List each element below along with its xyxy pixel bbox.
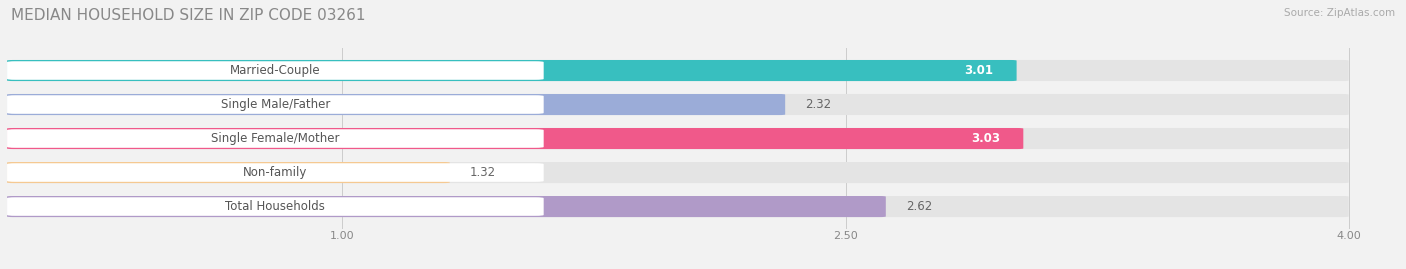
Text: 3.03: 3.03 xyxy=(970,132,1000,145)
Text: Married-Couple: Married-Couple xyxy=(231,64,321,77)
FancyBboxPatch shape xyxy=(7,162,1348,183)
Text: Source: ZipAtlas.com: Source: ZipAtlas.com xyxy=(1284,8,1395,18)
FancyBboxPatch shape xyxy=(7,61,544,80)
Text: 1.32: 1.32 xyxy=(470,166,496,179)
FancyBboxPatch shape xyxy=(7,196,1348,217)
FancyBboxPatch shape xyxy=(7,197,544,216)
Text: 3.01: 3.01 xyxy=(965,64,993,77)
FancyBboxPatch shape xyxy=(7,129,544,148)
Text: Single Male/Father: Single Male/Father xyxy=(221,98,330,111)
FancyBboxPatch shape xyxy=(7,94,1348,115)
FancyBboxPatch shape xyxy=(7,94,785,115)
FancyBboxPatch shape xyxy=(7,162,450,183)
Text: MEDIAN HOUSEHOLD SIZE IN ZIP CODE 03261: MEDIAN HOUSEHOLD SIZE IN ZIP CODE 03261 xyxy=(11,8,366,23)
Text: Single Female/Mother: Single Female/Mother xyxy=(211,132,340,145)
FancyBboxPatch shape xyxy=(7,60,1017,81)
FancyBboxPatch shape xyxy=(7,95,544,114)
FancyBboxPatch shape xyxy=(7,128,1348,149)
FancyBboxPatch shape xyxy=(7,163,544,182)
Text: Total Households: Total Households xyxy=(225,200,325,213)
Text: 2.32: 2.32 xyxy=(806,98,831,111)
Text: 2.62: 2.62 xyxy=(905,200,932,213)
FancyBboxPatch shape xyxy=(7,128,1024,149)
FancyBboxPatch shape xyxy=(7,196,886,217)
Text: Non-family: Non-family xyxy=(243,166,308,179)
FancyBboxPatch shape xyxy=(7,60,1348,81)
